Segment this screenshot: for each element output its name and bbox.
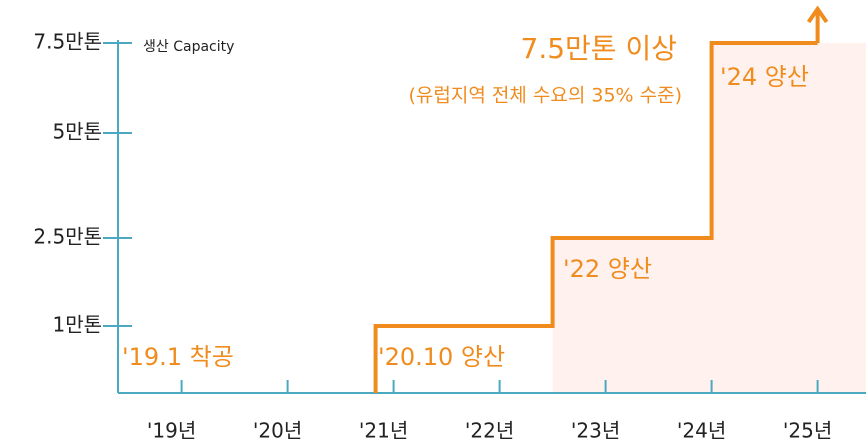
x-tick-label: '22년 <box>465 419 514 443</box>
y-tick-label: 5만톤 <box>52 120 102 144</box>
y-tick-label: 1만톤 <box>52 313 102 337</box>
annotation: (유럽지역 전체 수요의 35% 수준) <box>409 85 683 107</box>
arrow-head <box>806 5 829 24</box>
annotation: '22 양산 <box>563 255 652 283</box>
y-axis-label: 생산 Capacity <box>143 39 234 55</box>
y-tick-label: 7.5만톤 <box>33 30 102 54</box>
annotation: '24 양산 <box>720 63 809 91</box>
shade <box>552 43 866 393</box>
x-tick-label: '24년 <box>677 419 726 443</box>
annotation: 7.5만톤 이상 <box>521 32 677 65</box>
x-tick-label: '23년 <box>571 419 620 443</box>
x-tick-label: '25년 <box>783 419 832 443</box>
annotation: '20.10 양산 <box>378 343 505 371</box>
y-tick-label: 2.5만톤 <box>33 225 102 249</box>
x-tick-label: '21년 <box>359 419 408 443</box>
background-layer <box>552 43 866 393</box>
step-line <box>373 41 818 393</box>
annotation: '19.1 착공 <box>122 343 234 371</box>
x-tick-label: '20년 <box>253 419 302 443</box>
x-tick-label: '19년 <box>147 419 196 443</box>
